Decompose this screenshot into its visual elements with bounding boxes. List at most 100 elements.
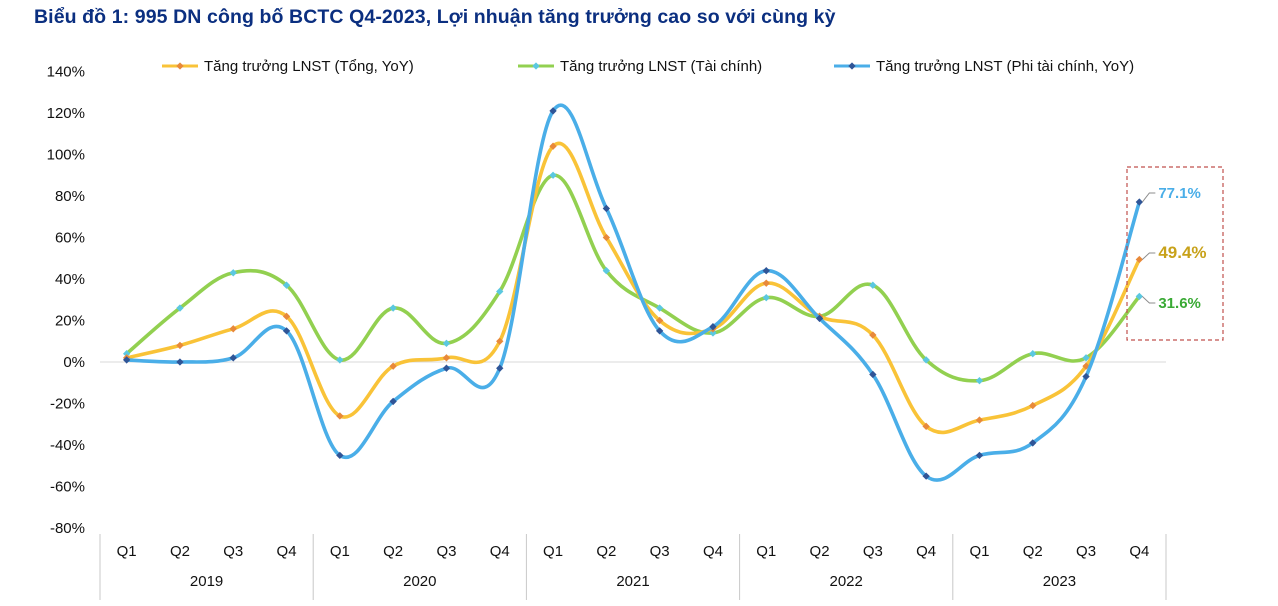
data-point xyxy=(496,364,504,372)
x-tick-label: Q2 xyxy=(1023,543,1043,560)
x-tick-label: Q2 xyxy=(596,543,616,560)
data-point xyxy=(549,171,557,179)
x-tick-label: Q2 xyxy=(810,543,830,560)
data-point xyxy=(602,267,611,275)
series-line xyxy=(124,141,1142,435)
year-label: 2021 xyxy=(616,573,649,590)
end-value-label: 77.1% xyxy=(1158,185,1201,202)
y-tick-label: 40% xyxy=(55,271,85,288)
data-point xyxy=(975,416,984,424)
end-value-label: 31.6% xyxy=(1158,295,1201,312)
x-tick-label: Q3 xyxy=(1076,543,1096,560)
data-point xyxy=(442,364,451,372)
x-tick-label: Q1 xyxy=(756,543,776,560)
data-point xyxy=(869,370,877,379)
series-line xyxy=(124,103,1142,482)
highlight-box xyxy=(1126,166,1224,341)
data-point xyxy=(655,327,664,335)
y-tick-label: 60% xyxy=(55,230,85,247)
data-point xyxy=(176,358,184,366)
data-point xyxy=(975,376,984,385)
annotation-leader xyxy=(1141,192,1156,203)
data-point xyxy=(922,472,930,480)
x-tick-label: Q4 xyxy=(703,543,723,560)
data-point xyxy=(176,304,184,312)
annotation-leader xyxy=(1142,296,1156,304)
data-point xyxy=(336,356,344,364)
y-tick-label: -20% xyxy=(50,396,85,413)
x-tick-label: Q2 xyxy=(383,543,403,560)
data-point xyxy=(282,281,291,289)
x-tick-label: Q4 xyxy=(277,543,297,560)
data-point xyxy=(762,293,770,302)
data-point xyxy=(1082,372,1090,381)
data-point xyxy=(1082,354,1090,362)
end-value-label: 49.4% xyxy=(1158,243,1206,262)
chart-title: Biểu đồ 1: 995 DN công bố BCTC Q4-2023, … xyxy=(34,6,836,28)
x-tick-label: Q1 xyxy=(117,543,137,560)
x-tick-label: Q2 xyxy=(170,543,190,560)
data-point xyxy=(442,339,451,348)
legend-label: Tăng trưởng LNST (Tổng, YoY) xyxy=(204,58,414,75)
data-point xyxy=(389,397,397,406)
x-tick-label: Q1 xyxy=(969,543,989,560)
y-tick-label: -40% xyxy=(50,437,85,454)
data-point xyxy=(442,354,451,362)
data-point xyxy=(282,312,291,321)
data-point xyxy=(336,451,344,460)
data-point xyxy=(496,337,504,345)
data-point xyxy=(655,316,664,325)
annotation-leader xyxy=(1142,252,1156,260)
x-tick-label: Q4 xyxy=(916,543,936,560)
data-point xyxy=(815,314,824,323)
data-point xyxy=(975,451,984,460)
data-point xyxy=(602,233,611,242)
data-point xyxy=(762,267,770,275)
x-tick-label: Q4 xyxy=(490,543,510,560)
x-tick-label: Q3 xyxy=(863,543,883,560)
x-tick-label: Q1 xyxy=(543,543,563,560)
y-tick-label: -80% xyxy=(50,520,85,537)
x-tick-label: Q3 xyxy=(436,543,456,560)
x-tick-label: Q1 xyxy=(330,543,350,560)
x-tick-label: Q4 xyxy=(1129,543,1149,560)
data-point xyxy=(229,354,237,362)
data-point xyxy=(709,323,717,331)
data-point xyxy=(655,304,664,312)
legend-label: Tăng trưởng LNST (Phi tài chính, YoY) xyxy=(876,58,1134,75)
y-tick-label: 20% xyxy=(55,313,85,330)
data-point xyxy=(282,327,291,335)
legend-swatch-marker xyxy=(532,62,540,70)
year-label: 2022 xyxy=(830,573,863,590)
data-point xyxy=(336,412,344,420)
data-point xyxy=(229,269,237,277)
data-point xyxy=(922,422,930,431)
year-label: 2020 xyxy=(403,573,436,590)
data-point xyxy=(176,341,184,350)
data-point xyxy=(1029,439,1037,447)
year-label: 2019 xyxy=(190,573,223,590)
legend-swatch-marker xyxy=(848,62,856,70)
data-point xyxy=(762,279,770,287)
y-tick-label: 0% xyxy=(63,354,85,371)
y-tick-label: 140% xyxy=(47,64,85,81)
data-point xyxy=(869,281,877,289)
data-point xyxy=(496,287,504,296)
y-tick-label: 80% xyxy=(55,188,85,205)
data-point xyxy=(122,350,131,358)
data-point xyxy=(922,356,930,364)
year-label: 2023 xyxy=(1043,573,1076,590)
data-point xyxy=(869,331,877,339)
x-tick-label: Q3 xyxy=(223,543,243,560)
y-tick-label: 120% xyxy=(47,105,85,122)
legend-label: Tăng trưởng LNST (Tài chính) xyxy=(560,58,762,75)
x-tick-label: Q3 xyxy=(650,543,670,560)
data-point xyxy=(389,304,397,312)
legend-swatch-marker xyxy=(176,62,184,70)
data-point xyxy=(549,107,557,115)
y-tick-label: -60% xyxy=(50,479,85,496)
data-point xyxy=(389,362,397,370)
y-tick-label: 100% xyxy=(47,147,85,164)
